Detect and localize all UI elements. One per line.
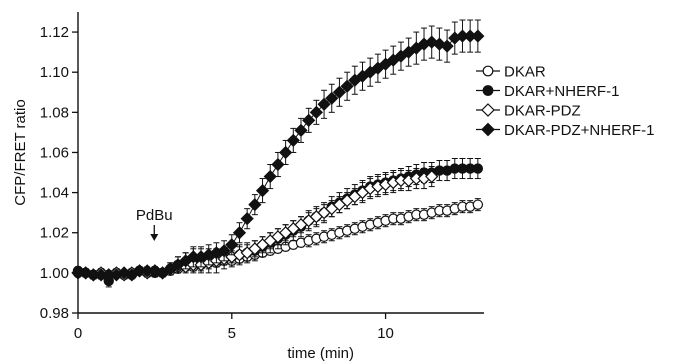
data-point: [340, 79, 354, 93]
y-axis-title: CFP/FRET ratio: [12, 99, 29, 205]
axes: 0.98 1.00 1.02 1.04 1.06 1.08 1.10 1.12 0 5 10 time…: [12, 12, 484, 362]
data-point: [255, 183, 270, 198]
data-point: [472, 163, 484, 174]
data-point: [286, 133, 300, 148]
data-point: [279, 145, 293, 160]
data-point: [271, 157, 285, 172]
y-tick-label: 1.08: [40, 104, 69, 121]
y-tick-label: 1.06: [40, 144, 69, 161]
annotation-arrow-head: [150, 234, 159, 241]
data-point: [302, 113, 316, 127]
x-tick-label: 10: [377, 325, 394, 342]
y-tick-label: 0.98: [40, 305, 69, 322]
y-tick-label: 1.00: [40, 265, 69, 282]
data-point: [217, 244, 231, 258]
series-line: [77, 168, 478, 282]
data-point: [232, 226, 247, 240]
data-point: [240, 212, 254, 226]
data-point: [425, 169, 439, 184]
data-point: [294, 123, 308, 137]
legend-label: DKAR+NHERF-1: [504, 83, 619, 100]
data-point: [263, 169, 277, 184]
annotation-label: PdBu: [136, 207, 173, 224]
data-point: [117, 266, 131, 280]
x-tick-label: 0: [74, 325, 82, 342]
legend-label: DKAR: [504, 64, 546, 81]
x-tick-label: 5: [228, 325, 236, 342]
legend-label: DKAR-PDZ: [504, 103, 581, 120]
data-point: [471, 29, 485, 43]
y-tick-label: 1.02: [40, 225, 69, 242]
y-tick-label: 1.12: [40, 24, 69, 41]
series-layer: [71, 19, 485, 288]
data-point: [317, 97, 331, 111]
data-point: [309, 105, 323, 119]
y-tick-label: 1.04: [40, 185, 69, 202]
data-point: [472, 199, 484, 210]
data-point: [248, 198, 262, 212]
data-point: [440, 39, 454, 53]
legend-label: DKAR-PDZ+NHERF-1: [504, 122, 654, 139]
data-point: [325, 91, 339, 105]
data-point: [482, 85, 494, 96]
legend: DKAR DKAR+NHERF-1 DKAR-PDZ DKAR-PDZ+NHERF-1: [476, 64, 654, 139]
data-point: [225, 238, 239, 252]
y-tick-label: 1.10: [40, 64, 69, 81]
x-axis-title: time (min): [287, 345, 354, 362]
data-point: [481, 122, 495, 137]
data-point: [482, 65, 494, 77]
series: [71, 19, 485, 282]
annotation: PdBu: [136, 207, 173, 241]
data-point: [481, 103, 495, 117]
data-point: [332, 85, 347, 99]
